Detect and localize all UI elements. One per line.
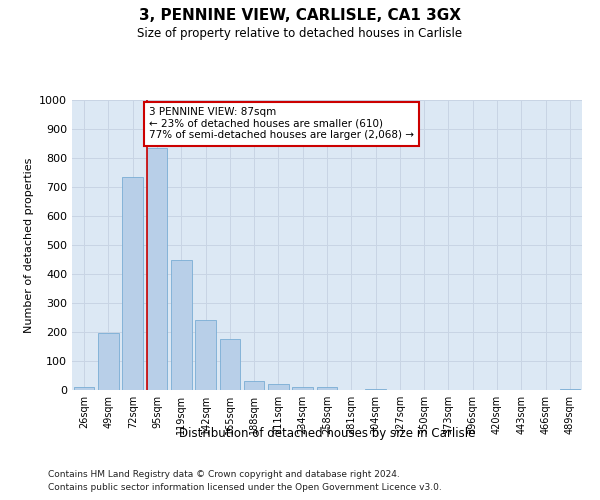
Bar (365, 388, 386, 390)
Bar (292, 386, 313, 390)
Bar (74, 387, 94, 390)
Bar (146, 148, 167, 390)
Bar (244, 382, 265, 390)
Bar (195, 320, 216, 390)
Text: Contains HM Land Registry data © Crown copyright and database right 2024.: Contains HM Land Registry data © Crown c… (48, 470, 400, 479)
Y-axis label: Number of detached properties: Number of detached properties (23, 158, 34, 332)
Text: 3, PENNINE VIEW, CARLISLE, CA1 3GX: 3, PENNINE VIEW, CARLISLE, CA1 3GX (139, 8, 461, 22)
Bar (317, 386, 337, 390)
Bar (98, 334, 119, 390)
Text: Contains public sector information licensed under the Open Government Licence v3: Contains public sector information licen… (48, 482, 442, 492)
Bar (220, 339, 240, 390)
Bar (560, 388, 580, 390)
Text: Distribution of detached houses by size in Carlisle: Distribution of detached houses by size … (179, 428, 475, 440)
Bar (268, 384, 289, 390)
Text: 3 PENNINE VIEW: 87sqm
← 23% of detached houses are smaller (610)
77% of semi-det: 3 PENNINE VIEW: 87sqm ← 23% of detached … (149, 108, 414, 140)
Bar (171, 260, 191, 390)
Text: Size of property relative to detached houses in Carlisle: Size of property relative to detached ho… (137, 28, 463, 40)
Bar (122, 177, 143, 390)
